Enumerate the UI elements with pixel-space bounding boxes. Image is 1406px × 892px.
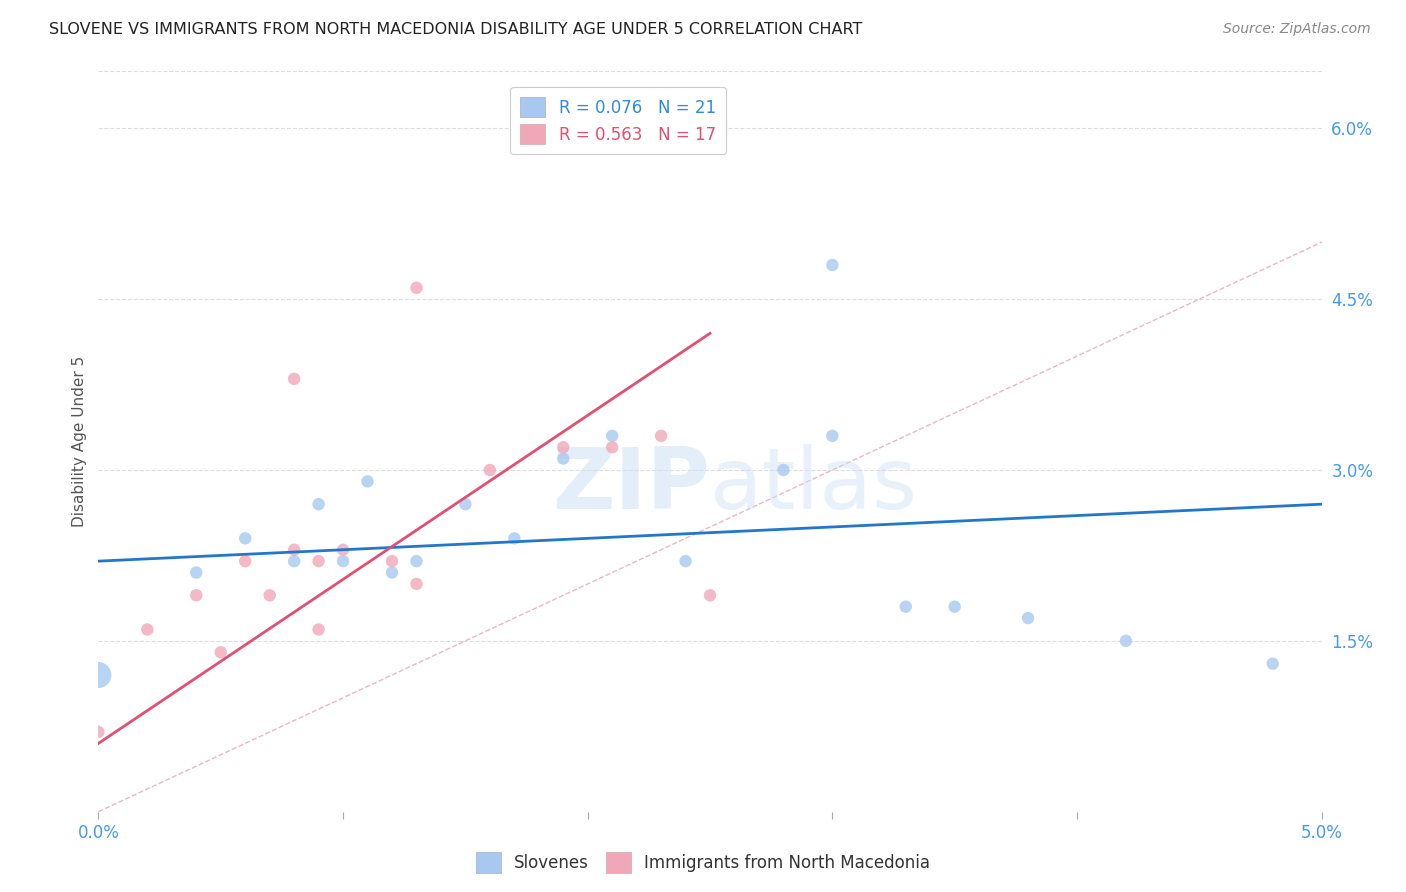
Point	[87, 668, 110, 682]
Point	[308, 497, 330, 511]
Y-axis label: Disability Age Under 5: Disability Age Under 5	[72, 356, 87, 527]
Point	[283, 554, 305, 568]
Point	[943, 599, 966, 614]
Point	[600, 440, 623, 454]
Point	[308, 623, 330, 637]
Point	[478, 463, 501, 477]
Text: Source: ZipAtlas.com: Source: ZipAtlas.com	[1223, 22, 1371, 37]
Point	[675, 554, 697, 568]
Point	[405, 577, 427, 591]
Point	[381, 566, 404, 580]
Point	[600, 429, 623, 443]
Point	[186, 566, 208, 580]
Point	[699, 588, 721, 602]
Point	[332, 554, 354, 568]
Point	[821, 258, 844, 272]
Legend: R = 0.076   N = 21, R = 0.563   N = 17: R = 0.076 N = 21, R = 0.563 N = 17	[510, 87, 725, 154]
Point	[1017, 611, 1039, 625]
Point	[553, 451, 575, 466]
Point	[405, 554, 427, 568]
Point	[259, 588, 281, 602]
Point	[894, 599, 917, 614]
Point	[1115, 633, 1137, 648]
Text: atlas: atlas	[710, 444, 918, 527]
Point	[233, 532, 256, 546]
Point	[503, 532, 526, 546]
Point	[405, 281, 427, 295]
Point	[821, 429, 844, 443]
Point	[87, 725, 110, 739]
Point	[1261, 657, 1284, 671]
Point	[650, 429, 672, 443]
Point	[332, 542, 354, 557]
Point	[381, 554, 404, 568]
Point	[454, 497, 477, 511]
Text: SLOVENE VS IMMIGRANTS FROM NORTH MACEDONIA DISABILITY AGE UNDER 5 CORRELATION CH: SLOVENE VS IMMIGRANTS FROM NORTH MACEDON…	[49, 22, 863, 37]
Point	[308, 554, 330, 568]
Point	[553, 440, 575, 454]
Point	[772, 463, 794, 477]
Point	[186, 588, 208, 602]
Point	[233, 554, 256, 568]
Point	[209, 645, 232, 659]
Legend: Slovenes, Immigrants from North Macedonia: Slovenes, Immigrants from North Macedoni…	[470, 846, 936, 880]
Point	[283, 372, 305, 386]
Point	[356, 475, 378, 489]
Point	[283, 542, 305, 557]
Text: ZIP: ZIP	[553, 444, 710, 527]
Point	[136, 623, 159, 637]
